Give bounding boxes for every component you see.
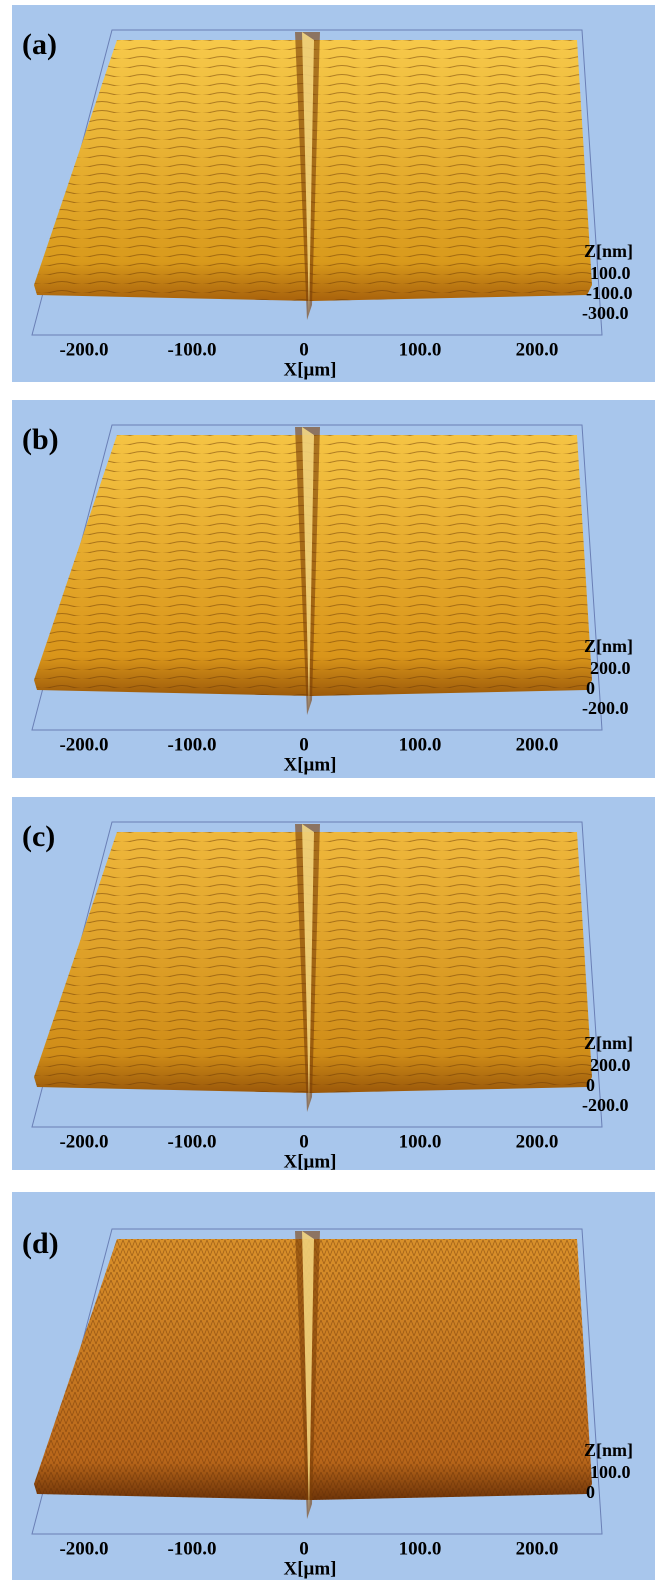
- z-tick-label: -200.0: [582, 1095, 629, 1115]
- x-tick-label: 200.0: [516, 1131, 559, 1152]
- x-tick-label: 200.0: [516, 734, 559, 755]
- z-tick-label: -300.0: [582, 303, 629, 323]
- z-tick-label: 0: [586, 1075, 595, 1095]
- z-tick-label: 200.0: [590, 1055, 631, 1075]
- z-tick-label: 100.0: [590, 263, 631, 283]
- x-tick-label: -200.0: [59, 734, 108, 755]
- x-tick-label: -200.0: [59, 339, 108, 360]
- x-tick-label: -100.0: [167, 734, 216, 755]
- x-tick-label: -100.0: [167, 1538, 216, 1559]
- x-tick-label: 0: [299, 734, 309, 755]
- x-tick-label: 100.0: [399, 1131, 442, 1152]
- z-axis-label: Z[nm]: [584, 1033, 633, 1053]
- page: (a)-200.0-100.00100.0200.0X[μm]Z[nm]100.…: [0, 0, 661, 1583]
- x-tick-label: 100.0: [399, 1538, 442, 1559]
- x-tick-label: -200.0: [59, 1131, 108, 1152]
- z-tick-label: 0: [586, 678, 595, 698]
- z-axis-label: Z[nm]: [584, 636, 633, 656]
- x-axis-label: X[μm]: [284, 754, 337, 775]
- x-tick-label: 0: [299, 1538, 309, 1559]
- panel-label: (c): [22, 820, 55, 853]
- z-tick-label: 100.0: [590, 1462, 631, 1482]
- panel-label: (a): [22, 28, 57, 61]
- panel-label: (d): [22, 1227, 59, 1260]
- x-axis-label: X[μm]: [284, 1151, 337, 1170]
- z-tick-label: 0: [586, 1482, 595, 1502]
- x-tick-label: -100.0: [167, 1131, 216, 1152]
- panel-label: (b): [22, 423, 59, 456]
- x-tick-label: 100.0: [399, 339, 442, 360]
- x-axis-label: X[μm]: [284, 1558, 337, 1579]
- x-tick-label: 200.0: [516, 1538, 559, 1559]
- z-axis-label: Z[nm]: [584, 241, 633, 261]
- z-axis-label: Z[nm]: [584, 1440, 633, 1460]
- x-tick-label: 100.0: [399, 734, 442, 755]
- x-tick-label: -200.0: [59, 1538, 108, 1559]
- x-tick-label: -100.0: [167, 339, 216, 360]
- x-axis-label: X[μm]: [284, 359, 337, 380]
- z-tick-label: -200.0: [582, 698, 629, 718]
- x-tick-label: 200.0: [516, 339, 559, 360]
- z-tick-label: -100.0: [586, 283, 633, 303]
- x-tick-label: 0: [299, 1131, 309, 1152]
- x-tick-label: 0: [299, 339, 309, 360]
- z-tick-label: 200.0: [590, 658, 631, 678]
